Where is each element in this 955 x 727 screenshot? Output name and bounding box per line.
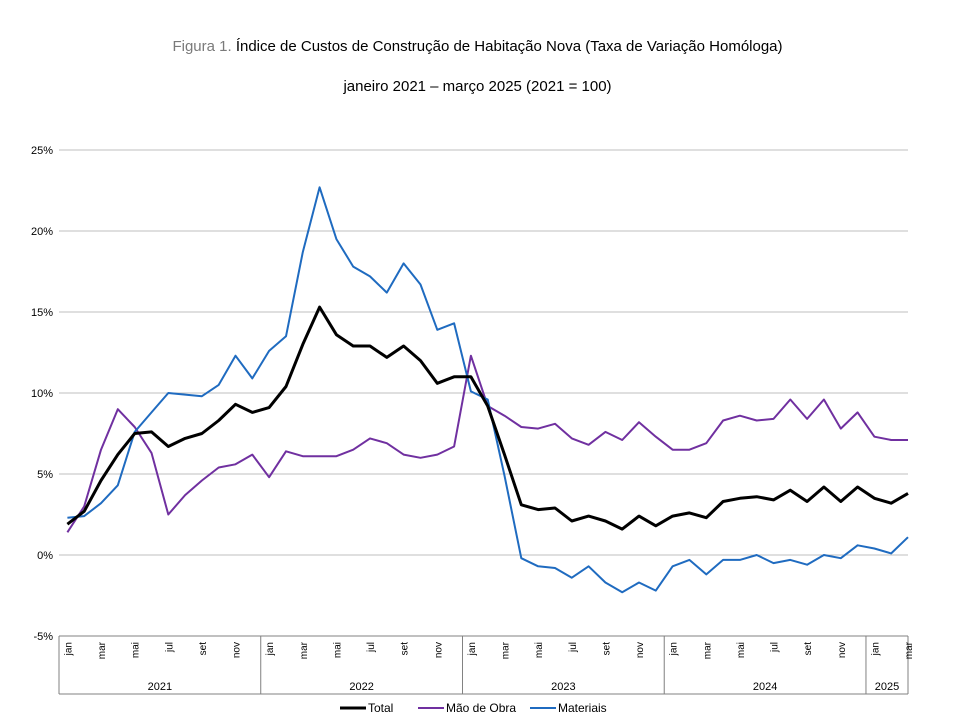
x-tick-label: mai [332,642,343,658]
x-tick-label: jan [669,642,680,656]
y-tick-label: 0% [37,550,53,562]
x-tick-label: mai [736,642,747,658]
x-tick-label: set [198,642,209,656]
x-tick-label: mar [97,641,108,659]
x-tick-label: mai [534,642,545,658]
chart-subtitle: janeiro 2021 – março 2025 (2021 = 100) [343,78,612,95]
series-line-mao-de-obra [66,354,908,533]
year-label: 2021 [148,681,172,693]
x-tick-label: mar [904,641,915,659]
figure-label: Figura 1. [172,38,232,55]
year-label: 2023 [551,681,575,693]
x-tick-label: jan [870,642,881,656]
title-text: Índice de Custos de Construção de Habita… [235,38,783,55]
x-tick-label: set [400,642,411,656]
year-label: 2022 [349,681,373,693]
y-tick-label: 5% [37,469,53,481]
legend-label: Mão de Obra [446,701,516,715]
legend-label: Materiais [558,701,607,715]
chart-title: Figura 1. Índice de Custos de Construção… [0,38,955,55]
year-label: 2025 [875,681,899,693]
year-label: 2024 [753,681,777,693]
x-tick-label: set [601,642,612,656]
series-line-total [66,305,909,531]
y-tick-label: -5% [33,631,53,643]
x-tick-label: jul [366,642,377,653]
y-tick-label: 20% [31,226,53,238]
x-tick-label: mai [131,642,142,658]
x-tick-label: jul [568,642,579,653]
x-tick-label: mar [702,641,713,659]
x-tick-label: set [803,642,814,656]
x-tick-label: nov [837,642,848,658]
x-tick-label: nov [635,642,646,658]
x-tick-label: jul [164,642,175,653]
x-tick-label: nov [232,642,243,658]
x-tick-label: jul [770,642,781,653]
x-tick-label: jan [265,642,276,656]
x-tick-label: jan [467,642,478,656]
x-tick-label: mar [299,641,310,659]
x-tick-label: mar [501,641,512,659]
y-tick-label: 10% [31,388,53,400]
x-tick-label: nov [433,642,444,658]
legend-label: Total [368,701,393,715]
series-line-materiais [67,186,909,594]
x-tick-label: jan [63,642,74,656]
y-tick-label: 25% [31,145,53,157]
y-tick-label: 15% [31,307,53,319]
